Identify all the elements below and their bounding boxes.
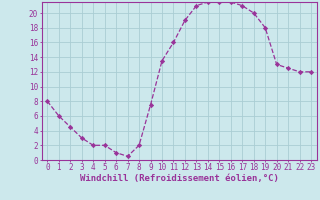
X-axis label: Windchill (Refroidissement éolien,°C): Windchill (Refroidissement éolien,°C) (80, 174, 279, 183)
